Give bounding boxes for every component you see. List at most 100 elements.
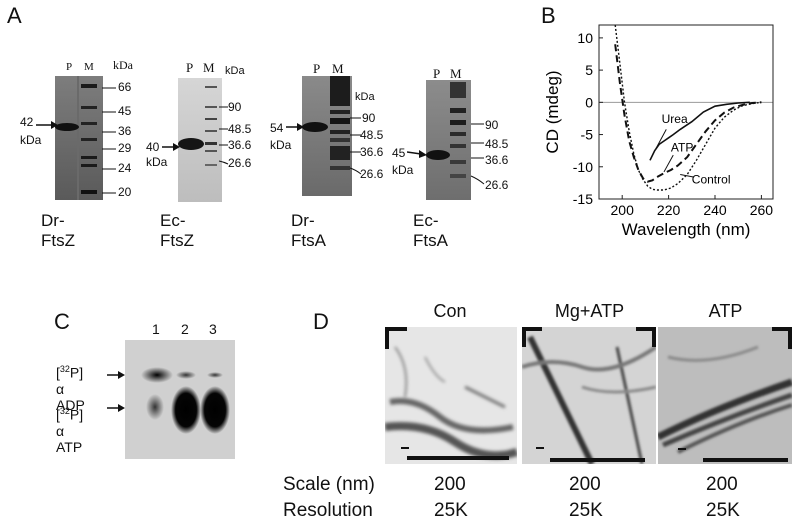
x-tick-label: 260 xyxy=(750,202,774,218)
em-image-atp xyxy=(658,327,792,464)
protein-mw: 40 xyxy=(146,140,160,154)
y-tick-label: 5 xyxy=(585,62,593,78)
annotation-control: Control xyxy=(692,173,731,187)
x-tick-label: 220 xyxy=(657,202,681,218)
marker-48-5: 48.5 xyxy=(485,137,509,151)
isotope-mass: 32 xyxy=(59,406,70,416)
unit-label: kDa xyxy=(113,58,133,72)
lane-header-m: M xyxy=(203,60,215,75)
scale-value-con: 200 xyxy=(434,474,466,495)
protein-mw: 54 xyxy=(270,121,284,135)
cd-spectrum-chart: 10 5 0 -5 -10 -15 200 220 240 260 Wavelength (nm) C… xyxy=(543,24,774,239)
marker-ticks xyxy=(218,106,229,165)
atp-name: α ATP xyxy=(56,422,83,455)
gel-name: Dr-FtsZ xyxy=(41,211,75,250)
marker-26-6: 26.6 xyxy=(228,156,252,170)
marker-20: 20 xyxy=(118,185,132,199)
atp-label: [32P] α ATP xyxy=(56,403,83,455)
lane-header-p: P xyxy=(186,60,194,75)
y-tick-label: 10 xyxy=(577,30,593,46)
marker-66: 66 xyxy=(118,80,132,94)
lane-header-m: M xyxy=(450,66,462,81)
plot-frame xyxy=(598,24,774,200)
gel-name: Ec-FtsZ xyxy=(160,211,194,250)
panel-label-d: D xyxy=(313,309,329,334)
y-tick-label: -5 xyxy=(581,127,594,143)
arrow-icon xyxy=(107,371,125,379)
arrow-icon xyxy=(36,121,58,129)
lane-label-1: 1 xyxy=(152,321,160,337)
scale-value-atp: 200 xyxy=(706,474,738,495)
x-tick-label: 200 xyxy=(611,202,635,218)
marker-29: 29 xyxy=(118,141,132,155)
protein-unit: kDa xyxy=(392,163,414,177)
protein-unit: kDa xyxy=(146,155,168,169)
em-image-con xyxy=(385,327,517,464)
gel-image xyxy=(178,78,222,202)
series-control xyxy=(614,24,762,191)
isotope-symbol: P] xyxy=(69,364,84,381)
x-axis-label: Wavelength (nm) xyxy=(622,220,751,239)
panel-label-a: A xyxy=(7,3,22,28)
arrow-icon xyxy=(407,150,427,158)
series-urea xyxy=(649,101,750,161)
gel-image xyxy=(302,76,352,196)
adp-label: [32P] α ADP xyxy=(56,361,85,413)
arrow-icon xyxy=(162,143,180,151)
marker-45: 45 xyxy=(118,104,132,118)
leader-atp xyxy=(663,154,674,173)
gel-image xyxy=(55,76,103,200)
y-tick-label: -15 xyxy=(573,191,593,207)
y-axis-label: CD (mdeg) xyxy=(543,70,562,153)
marker-36: 36 xyxy=(118,124,132,138)
gel-name: Dr-FtsA xyxy=(291,211,326,250)
bracket-open: [ xyxy=(56,364,60,381)
resolution-value-atp: 25K xyxy=(706,500,740,521)
marker-90: 90 xyxy=(362,111,376,125)
row-label-scale: Scale (nm) xyxy=(283,474,375,495)
lane-header-p: P xyxy=(313,61,321,76)
marker-36-6: 36.6 xyxy=(360,145,384,159)
resolution-value-con: 25K xyxy=(434,500,468,521)
em-title-mg-atp: Mg+ATP xyxy=(554,301,625,321)
isotope-symbol: P] xyxy=(69,406,84,423)
marker-90: 90 xyxy=(485,118,499,132)
x-tick-label: 240 xyxy=(703,202,727,218)
gel-name: Ec-FtsA xyxy=(413,211,448,250)
marker-ticks xyxy=(470,123,485,185)
lane-header-p: P xyxy=(433,66,441,81)
marker-48-5: 48.5 xyxy=(228,122,252,136)
marker-90: 90 xyxy=(228,100,242,114)
lane-header-m: M xyxy=(84,61,94,73)
protein-mw: 45 xyxy=(392,146,406,160)
annotation-urea: Urea xyxy=(662,112,688,126)
annotation-atp: ATP xyxy=(671,140,693,154)
lane-label-3: 3 xyxy=(209,321,217,337)
y-tick-label: -10 xyxy=(573,159,593,175)
marker-26-6: 26.6 xyxy=(485,178,509,192)
isotope-mass: 32 xyxy=(59,364,70,374)
autoradiogram-image xyxy=(125,340,235,459)
adp-name: α ADP xyxy=(56,380,85,413)
marker-ticks xyxy=(349,117,362,175)
resolution-value-mg-atp: 25K xyxy=(569,500,603,521)
arrow-icon xyxy=(107,404,125,412)
marker-48-5: 48.5 xyxy=(360,128,384,142)
leader-control xyxy=(680,174,695,178)
row-label-resolution: Resolution xyxy=(283,500,373,521)
lane-label-2: 2 xyxy=(181,321,189,337)
marker-26-6: 26.6 xyxy=(360,167,384,181)
em-title-con: Con xyxy=(433,301,467,321)
lane-header-p: P xyxy=(66,61,73,73)
protein-unit: kDa xyxy=(270,138,292,152)
protein-unit: kDa xyxy=(20,133,42,147)
unit-label: kDa xyxy=(355,91,375,103)
em-image-mg-atp xyxy=(522,327,656,464)
series-atp xyxy=(614,44,762,183)
em-title-atp: ATP xyxy=(708,301,743,321)
marker-36-6: 36.6 xyxy=(228,138,252,152)
gel-image xyxy=(426,80,471,200)
bracket-open: [ xyxy=(56,406,60,423)
panel-label-c: C xyxy=(54,309,70,334)
y-tick-label: 0 xyxy=(585,94,593,110)
